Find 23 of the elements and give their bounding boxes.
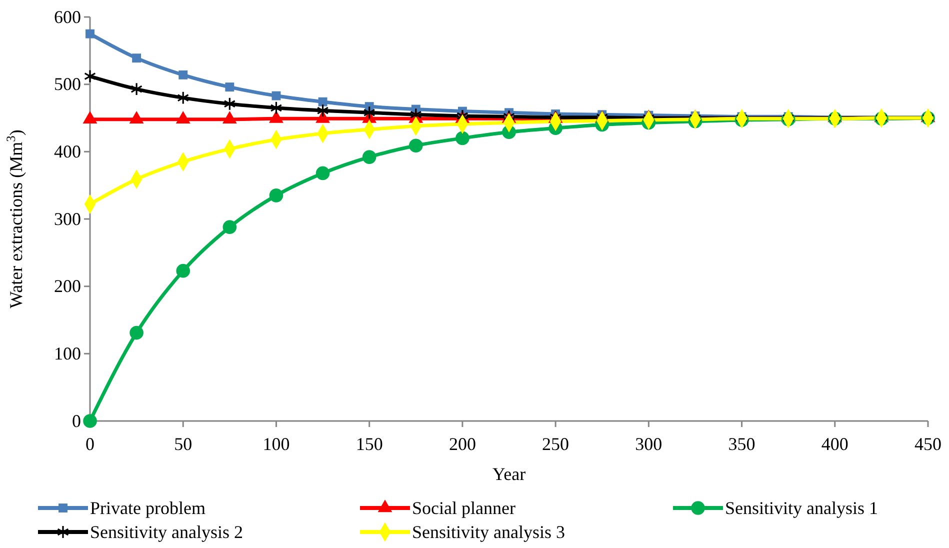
x-tick-label: 350 — [728, 434, 756, 454]
x-axis-title: Year — [492, 464, 526, 484]
x-tick-label: 100 — [262, 434, 290, 454]
legend-label: Social planner — [412, 498, 516, 518]
x-tick-label: 200 — [448, 434, 476, 454]
legend-label: Private problem — [90, 498, 206, 518]
y-tick-label: 500 — [54, 74, 81, 94]
y-tick-label: 200 — [54, 276, 81, 296]
x-tick-label: 250 — [542, 434, 570, 454]
legend-label: Sensitivity analysis 3 — [412, 522, 565, 542]
x-tick-label: 150 — [356, 434, 383, 454]
x-tick-label: 400 — [821, 434, 848, 454]
y-tick-label: 300 — [54, 208, 81, 229]
y-tick-label: 400 — [54, 141, 81, 162]
y-tick-label: 100 — [54, 343, 81, 364]
x-tick-label: 50 — [174, 434, 192, 454]
x-tick-label: 300 — [635, 434, 662, 454]
legend-label: Sensitivity analysis 2 — [90, 522, 243, 542]
y-tick-label: 0 — [72, 410, 81, 431]
y-tick-label: 600 — [54, 6, 81, 27]
legend-label: Sensitivity analysis 1 — [725, 498, 878, 518]
x-tick-label: 450 — [914, 434, 942, 454]
x-tick-label: 0 — [86, 434, 94, 454]
